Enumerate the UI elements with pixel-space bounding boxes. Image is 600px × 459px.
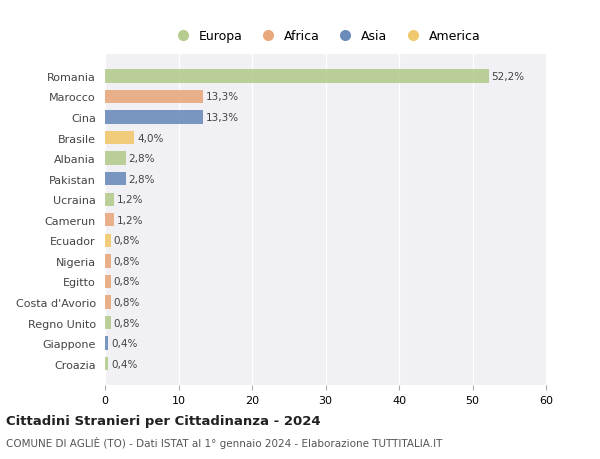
Bar: [105, 255, 111, 268]
Text: 0,8%: 0,8%: [114, 318, 140, 328]
Bar: [105, 337, 108, 350]
Bar: [105, 152, 125, 165]
Bar: [105, 316, 111, 330]
Text: 1,2%: 1,2%: [117, 215, 143, 225]
Text: 2,8%: 2,8%: [128, 174, 155, 185]
Text: 1,2%: 1,2%: [117, 195, 143, 205]
Text: Cittadini Stranieri per Cittadinanza - 2024: Cittadini Stranieri per Cittadinanza - 2…: [6, 414, 320, 428]
Text: 0,4%: 0,4%: [111, 359, 137, 369]
Text: 4,0%: 4,0%: [137, 133, 164, 143]
Text: 13,3%: 13,3%: [206, 113, 239, 123]
Text: 52,2%: 52,2%: [491, 72, 525, 82]
Text: 0,8%: 0,8%: [114, 277, 140, 287]
Bar: [105, 213, 114, 227]
Bar: [105, 234, 111, 247]
Text: COMUNE DI AGLIÈ (TO) - Dati ISTAT al 1° gennaio 2024 - Elaborazione TUTTITALIA.I: COMUNE DI AGLIÈ (TO) - Dati ISTAT al 1° …: [6, 436, 442, 448]
Bar: [105, 90, 203, 104]
Legend: Europa, Africa, Asia, America: Europa, Africa, Asia, America: [166, 25, 485, 48]
Bar: [105, 111, 203, 124]
Bar: [105, 275, 111, 289]
Text: 0,8%: 0,8%: [114, 236, 140, 246]
Bar: [105, 70, 488, 84]
Bar: [105, 357, 108, 370]
Bar: [105, 132, 134, 145]
Text: 0,8%: 0,8%: [114, 256, 140, 266]
Text: 2,8%: 2,8%: [128, 154, 155, 164]
Bar: [105, 193, 114, 207]
Bar: [105, 173, 125, 186]
Text: 0,8%: 0,8%: [114, 297, 140, 308]
Text: 0,4%: 0,4%: [111, 338, 137, 348]
Bar: [105, 296, 111, 309]
Text: 13,3%: 13,3%: [206, 92, 239, 102]
